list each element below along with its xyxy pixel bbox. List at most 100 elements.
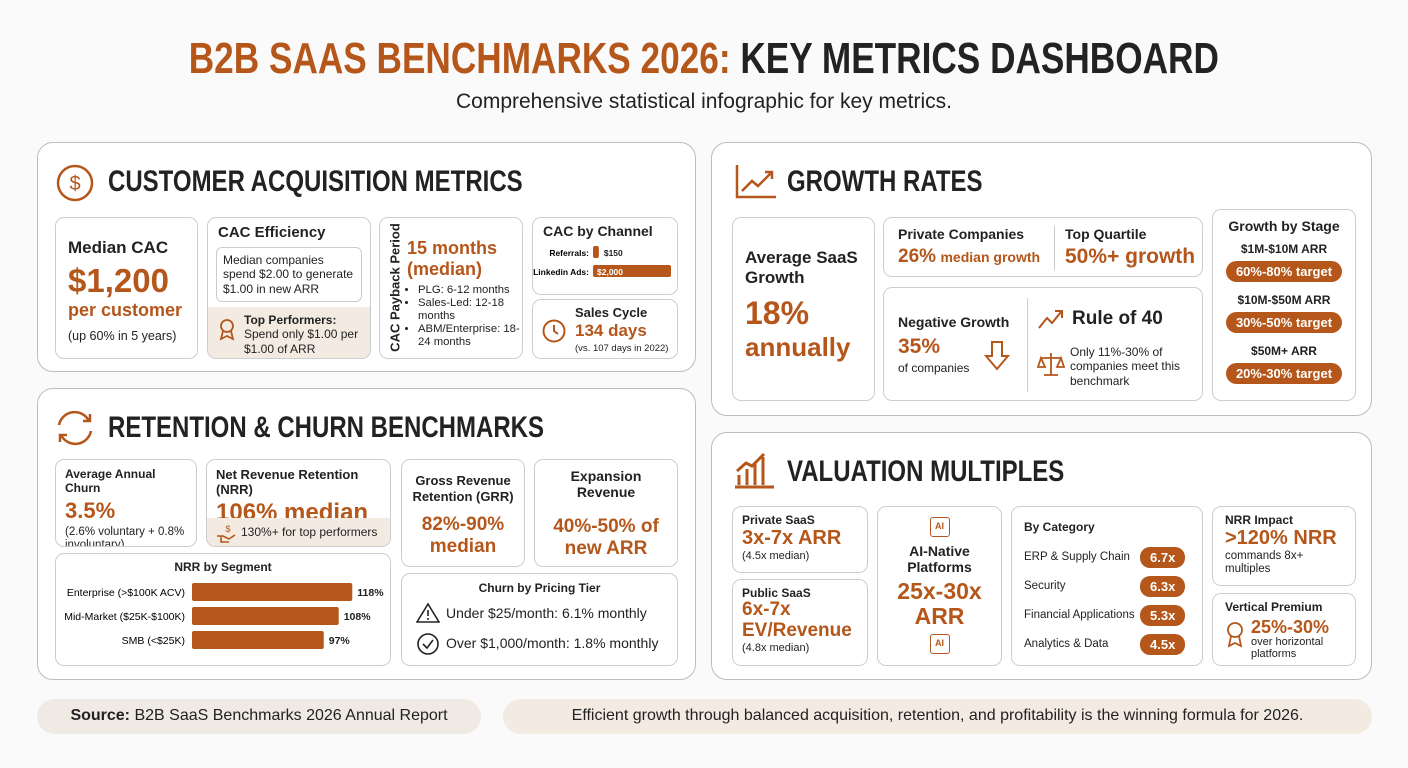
value: 26% [898, 246, 937, 267]
item: Under $25/month: 6.1% monthly [446, 605, 647, 621]
sales-cycle-card: Sales Cycle 134 days (vs. 107 days in 20… [532, 299, 678, 359]
retention-panel: RETENTION & CHURN BENCHMARKS Average Ann… [37, 388, 696, 680]
down-arrow-icon [984, 341, 1010, 371]
icon-part [417, 633, 439, 655]
icon-part: $ [225, 524, 230, 534]
bar [192, 607, 339, 625]
segment-card: NRR by Segment Enterprise (>$100K ACV) 11… [55, 553, 391, 666]
icon-part [741, 170, 774, 192]
bars-icon [735, 452, 774, 489]
title: B2B SAAS BENCHMARKS 2026: KEY METRICS DA… [0, 34, 1408, 84]
panel-title: RETENTION & CHURN BENCHMARKS [108, 411, 544, 444]
icon-part [1037, 353, 1065, 376]
value: 25x-30x ARR [897, 578, 982, 630]
value-label: $2,000 [597, 267, 623, 277]
category-label: Enterprise (>$100K ACV) [67, 587, 185, 599]
stage-label: $1M-$10M ARR [1240, 242, 1328, 256]
public-card: Public SaaS 6x-7x EV/Revenue (4.8x media… [732, 579, 868, 666]
value: 82%-90% median [421, 514, 505, 558]
icon-part [220, 319, 234, 333]
check-icon [417, 633, 439, 655]
warning-icon [416, 602, 440, 623]
label: Negative Growth [898, 314, 1010, 330]
efficiency-card: CAC Efficiency Median companies spend $2… [207, 217, 371, 359]
text: Spend only $1.00 per $1.00 of ARR [244, 327, 359, 356]
channel-card: CAC by Channel Referrals: $150 Linkedin Ad… [532, 217, 678, 295]
list-item: PLG: 6-12 months [418, 284, 520, 297]
payback-card: CAC Payback Period 15 months (median) PL… [379, 217, 523, 359]
category-label: Referrals: [549, 248, 589, 258]
icon-part [1227, 635, 1243, 648]
ai-card: AI AI-Native Platforms 25x-30x ARR AI [877, 506, 1002, 666]
label: Top Performers: [244, 313, 337, 327]
icon-part: $ [69, 173, 80, 195]
divider [1027, 298, 1028, 392]
divider [1054, 226, 1055, 270]
note: of companies [898, 361, 970, 375]
pricing-card: Churn by Pricing Tier Under $25/month: 6… [401, 573, 678, 666]
list: PLG: 6-12 monthsSales-Led: 12-18 monthsA… [406, 284, 520, 349]
category-label: Linkedin Ads: [533, 267, 589, 277]
value: 15 months (median) [407, 238, 498, 279]
average-card: Average SaaS Growth 18% annually [732, 217, 875, 401]
top-performers: Top Performers: Spend only $1.00 per $1.… [208, 307, 370, 358]
icon-part [1227, 622, 1243, 638]
title-text: B2B SAAS BENCHMARKS 2026: KEY METRICS DA… [189, 34, 1219, 84]
stage-target: 60%-80% target [1225, 261, 1343, 282]
label: Gross Revenue Retention (GRR) [412, 473, 514, 504]
bar [192, 631, 324, 649]
value: 50%+ growth [1065, 245, 1196, 268]
item: Over $1,000/month: 1.8% monthly [446, 635, 659, 651]
icon-part [735, 165, 776, 199]
icon-part [58, 414, 92, 442]
value: 35% [898, 335, 941, 358]
source-label: Source: [70, 707, 131, 724]
subtitle: Comprehensive statistical infographic fo… [455, 90, 953, 113]
stage-label: $10M-$50M ARR [1237, 293, 1331, 307]
expansion-card: Expansion Revenue 40%-50% of new ARR [534, 459, 678, 567]
category-multiple: 6.7x [1140, 547, 1186, 568]
category-multiple: 6.3x [1140, 576, 1186, 597]
label: Average Annual Churn [65, 467, 156, 495]
label: NRR by Segment [174, 560, 272, 574]
growth-panel: GROWTH RATES Average SaaS Growth 18% ann… [711, 142, 1372, 416]
icon-part [1038, 310, 1063, 329]
chip-icon: AI [929, 633, 950, 654]
label: Growth by Stage [1228, 218, 1340, 234]
bar [593, 246, 599, 258]
negative-card: Negative Growth 35% of companies Rule of… [883, 287, 1203, 401]
source: B2B SaaS Benchmarks 2026 Annual Report [134, 707, 448, 724]
category-multiple: 5.3x [1140, 605, 1186, 626]
panel-title: CUSTOMER ACQUISITION METRICS [108, 165, 523, 198]
note: (4.5x median) [742, 550, 810, 562]
label: CAC by Channel [543, 223, 653, 239]
tagline-pill: Efficient growth through balanced acquis… [503, 699, 1372, 734]
label: Median CAC [68, 238, 169, 257]
value: 3.5% [65, 498, 116, 523]
churn-card: Average Annual Churn 3.5% (2.6% voluntar… [55, 459, 197, 547]
unit: per customer [68, 300, 183, 320]
icon-part [57, 410, 93, 446]
category-card: By Category ERP & Supply Chain 6.7x Securi… [1011, 506, 1203, 666]
bar [593, 265, 671, 277]
icon-part [984, 341, 1010, 371]
trend-icon [1038, 310, 1063, 329]
value: 40%-50% of new ARR [553, 516, 659, 560]
clock-icon [542, 319, 566, 343]
text: Only 11%-30% of companies meet this benc… [1070, 345, 1181, 388]
label: Sales Cycle [575, 305, 648, 320]
label: NRR Impact [1225, 513, 1294, 527]
value-label: $150 [604, 248, 623, 258]
category-multiple: 4.5x [1140, 634, 1186, 655]
category-name: Financial Applications [1024, 609, 1135, 621]
value: 134 days [575, 321, 647, 340]
bar [192, 583, 353, 601]
value: $1,200 [68, 262, 169, 299]
label: Expansion Revenue [570, 468, 642, 501]
panel-title: GROWTH RATES [787, 165, 983, 198]
label: CAC Efficiency [218, 224, 326, 241]
private-card: Private Companies 26% median growth Top … [883, 217, 1203, 277]
cycle-icon [57, 410, 93, 446]
value-label: 108% [344, 611, 372, 623]
